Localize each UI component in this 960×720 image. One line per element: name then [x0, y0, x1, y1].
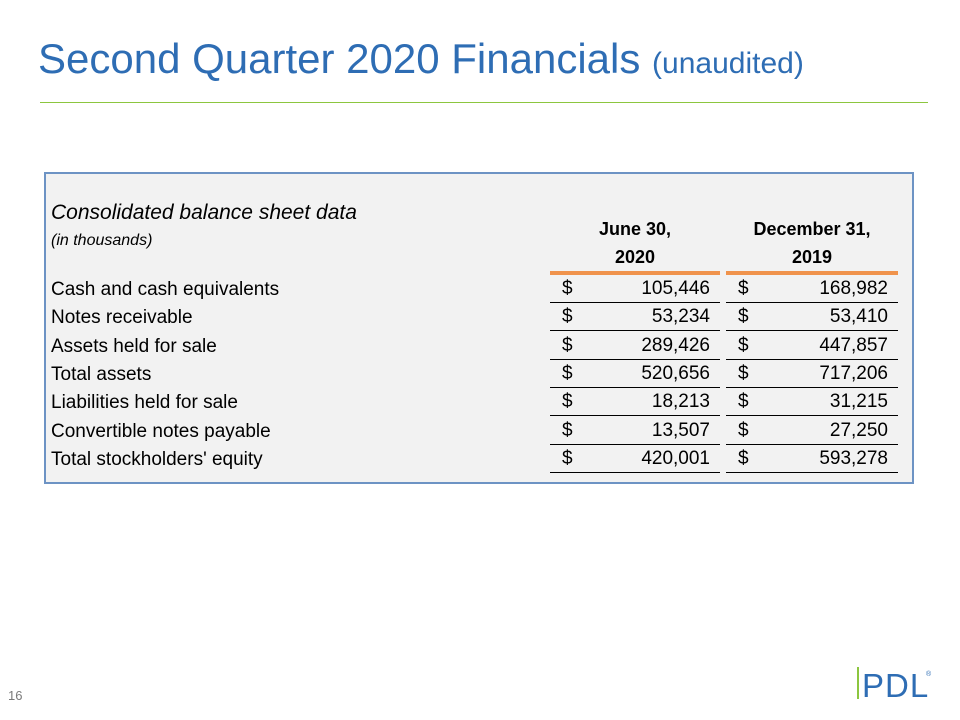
currency-symbol: $ [562, 278, 573, 299]
cell-june-2020: $53,234 [550, 302, 720, 332]
currency-symbol: $ [562, 362, 573, 384]
table-row: Convertible notes payable $13,507 $27,250 [46, 417, 912, 445]
cell-june-2020: $420,001 [550, 444, 720, 473]
cell-value: 520,656 [641, 362, 710, 384]
table-row: Notes receivable $53,234 $53,410 [46, 302, 912, 332]
currency-symbol: $ [562, 334, 573, 356]
table-row: Assets held for sale $289,426 $447,857 [46, 332, 912, 360]
column-header-line: December 31, [753, 219, 871, 239]
cell-value: 31,215 [829, 391, 888, 413]
row-label: Convertible notes payable [51, 420, 271, 442]
cell-june-2020: $105,446 [550, 274, 720, 303]
currency-symbol: $ [562, 419, 573, 441]
title-divider [40, 102, 928, 103]
cell-june-2020: $520,656 [550, 359, 720, 388]
cell-value: 18,213 [651, 391, 710, 413]
column-header-line: June 30, [598, 219, 672, 239]
cell-value: 27,250 [829, 419, 888, 441]
slide-title: Second Quarter 2020 Financials (unaudite… [38, 34, 804, 89]
cell-june-2020: $13,507 [550, 416, 720, 445]
cell-june-2020: $18,213 [550, 387, 720, 417]
table-subheading: (in thousands) [51, 232, 153, 249]
balance-sheet-panel: Consolidated balance sheet data (in thou… [44, 172, 914, 484]
cell-value: 289,426 [641, 334, 710, 356]
currency-symbol: $ [562, 391, 573, 413]
logo-registered-mark: ® [926, 670, 932, 678]
row-label: Cash and cash equivalents [51, 279, 280, 300]
column-header-june-2020: June 30, 2020 [550, 215, 720, 271]
column-header-line: 2020 [614, 247, 656, 267]
currency-symbol: $ [738, 334, 749, 356]
column-header-line: 2019 [791, 247, 833, 267]
currency-symbol: $ [562, 306, 573, 328]
table-row: Cash and cash equivalents $105,446 $168,98… [46, 275, 912, 303]
row-label: Liabilities held for sale [51, 392, 238, 414]
row-label: Total assets [51, 363, 152, 385]
cell-december-2019: $593,278 [726, 444, 898, 473]
cell-value: 53,234 [651, 306, 710, 328]
cell-december-2019: $53,410 [726, 302, 898, 332]
title-subtitle: (unaudited) [652, 47, 804, 80]
table-row: Total assets $520,656 $717,206 [46, 360, 912, 388]
column-header-underline [726, 271, 898, 275]
cell-value: 420,001 [641, 447, 710, 469]
title-main: Second Quarter 2020 Financials [38, 35, 641, 82]
column-header-underline [550, 271, 720, 275]
currency-symbol: $ [738, 447, 749, 469]
cell-value: 717,206 [819, 362, 888, 384]
row-label: Total stockholders' equity [51, 448, 263, 470]
cell-june-2020: $289,426 [550, 331, 720, 360]
currency-symbol: $ [738, 419, 749, 441]
cell-value: 168,982 [819, 278, 888, 299]
cell-december-2019: $31,215 [726, 387, 898, 417]
cell-december-2019: $447,857 [726, 331, 898, 360]
currency-symbol: $ [738, 362, 749, 384]
logo-bar [857, 667, 859, 699]
cell-value: 447,857 [819, 334, 888, 356]
cell-value: 105,446 [641, 278, 710, 299]
row-label: Notes receivable [51, 307, 193, 329]
cell-december-2019: $27,250 [726, 416, 898, 445]
pdl-logo: PDL ® [857, 667, 932, 702]
currency-symbol: $ [738, 278, 749, 299]
cell-december-2019: $717,206 [726, 359, 898, 388]
column-header-december-2019: December 31, 2019 [726, 215, 898, 271]
table-row: Total stockholders' equity $420,001 $593,2… [46, 445, 912, 473]
table-row: Liabilities held for sale $18,213 $31,215 [46, 387, 912, 417]
cell-december-2019: $168,982 [726, 274, 898, 303]
currency-symbol: $ [562, 447, 573, 469]
page-number: 16 [8, 688, 23, 703]
currency-symbol: $ [738, 306, 749, 328]
currency-symbol: $ [738, 391, 749, 413]
cell-value: 53,410 [829, 306, 888, 328]
table-heading: Consolidated balance sheet data [51, 201, 357, 224]
logo-text: PDL [862, 667, 929, 702]
cell-value: 13,507 [651, 419, 710, 441]
row-label: Assets held for sale [51, 335, 217, 357]
cell-value: 593,278 [819, 447, 888, 469]
